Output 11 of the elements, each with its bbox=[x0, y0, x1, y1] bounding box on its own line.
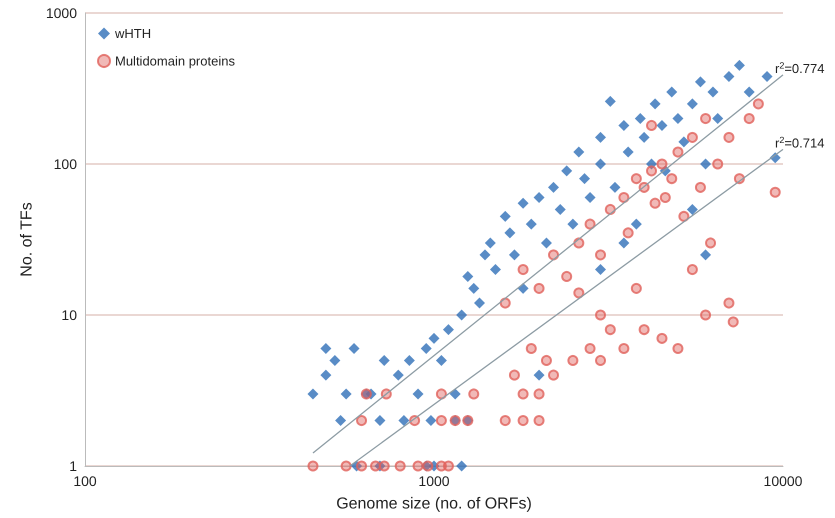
y-tick-label: 10 bbox=[61, 307, 78, 323]
legend-label: Multidomain proteins bbox=[115, 54, 236, 68]
y-axis-title: No. of TFs bbox=[18, 202, 36, 277]
x-tick-label: 1000 bbox=[418, 473, 450, 489]
y-tick-label: 1 bbox=[69, 458, 78, 474]
y-tick-label: 1000 bbox=[46, 5, 78, 21]
x-tick-label: 100 bbox=[73, 473, 97, 489]
x-tick-label: 10000 bbox=[764, 473, 803, 489]
legend-label: wHTH bbox=[114, 26, 152, 41]
y-tick-label: 100 bbox=[54, 156, 78, 172]
x-axis-title: Genome size (no. of ORFs) bbox=[336, 496, 532, 512]
